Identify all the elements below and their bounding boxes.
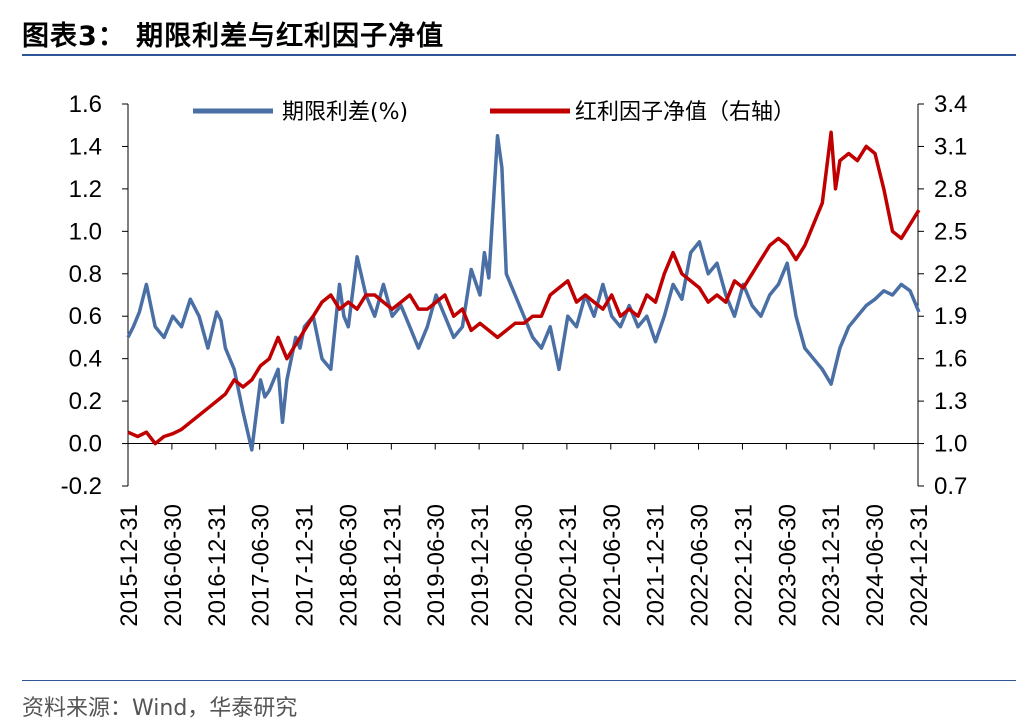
x-tick-label: 2022-06-30 xyxy=(687,504,714,627)
x-tick-label: 2021-12-31 xyxy=(643,504,670,627)
x-tick-label: 2020-06-30 xyxy=(511,504,538,627)
right-tick-label: 1.6 xyxy=(934,346,967,373)
x-tick-label: 2018-06-30 xyxy=(335,504,362,627)
series-line-term-spread xyxy=(126,134,921,452)
left-tick-label: 1.2 xyxy=(69,176,102,203)
x-tick-label: 2024-06-30 xyxy=(862,504,889,627)
legend-label-dividend-nav: 红利因子净值（右轴） xyxy=(575,100,795,125)
x-tick-label: 2017-12-31 xyxy=(292,504,319,627)
x-tick-label: 2019-06-30 xyxy=(423,504,450,627)
right-tick-label: 0.7 xyxy=(934,473,967,500)
x-tick-label: 2019-12-31 xyxy=(467,504,494,627)
left-tick-label: 1.4 xyxy=(69,133,102,160)
series-line-dividend-nav xyxy=(127,130,921,446)
left-tick-label: 0.2 xyxy=(69,388,102,415)
left-tick-label: 1.0 xyxy=(69,218,102,245)
x-tick-label: 2015-12-31 xyxy=(116,504,143,627)
title-rule xyxy=(22,54,1016,56)
x-tick-label: 2018-12-31 xyxy=(379,504,406,627)
x-tick-label: 2021-06-30 xyxy=(599,504,626,627)
right-tick-label: 1.0 xyxy=(934,431,967,458)
left-tick-label: 0.6 xyxy=(69,303,102,330)
x-tick-label: 2016-06-30 xyxy=(160,504,187,627)
left-tick-label: 0.4 xyxy=(69,346,102,373)
chart-title: 图表3： 期限利差与红利因子净值 xyxy=(22,21,445,52)
legend-label-term-spread: 期限利差(%) xyxy=(282,100,408,125)
right-tick-label: 2.2 xyxy=(934,261,967,288)
x-tick-label: 2017-06-30 xyxy=(248,504,275,627)
right-tick-label: 2.8 xyxy=(934,176,967,203)
x-tick-label: 2016-12-31 xyxy=(204,504,231,627)
source-note: 资料来源：Wind，华泰研究 xyxy=(22,696,298,721)
right-tick-label: 1.9 xyxy=(934,303,967,330)
x-tick-label: 2024-12-31 xyxy=(906,504,933,627)
x-tick-label: 2020-12-31 xyxy=(555,504,582,627)
x-tick-label: 2023-06-30 xyxy=(774,504,801,627)
right-tick-label: 1.3 xyxy=(934,388,967,415)
x-tick-label: 2022-12-31 xyxy=(730,504,757,627)
left-tick-label: 0.0 xyxy=(69,431,102,458)
x-tick-label: 2023-12-31 xyxy=(818,504,845,627)
right-tick-label: 3.1 xyxy=(934,133,967,160)
left-tick-label: 1.6 xyxy=(69,91,102,118)
right-tick-label: 2.5 xyxy=(934,218,967,245)
right-tick-label: 3.4 xyxy=(934,91,967,118)
source-rule xyxy=(22,680,1016,681)
left-tick-label: 0.8 xyxy=(69,261,102,288)
left-tick-label: -0.2 xyxy=(61,473,102,500)
chart-svg: -0.2 0.0 0.2 0.4 0.6 0.8 1.0 1.2 1.4 1.6 0.7 1.0 1.3… xyxy=(61,91,968,627)
